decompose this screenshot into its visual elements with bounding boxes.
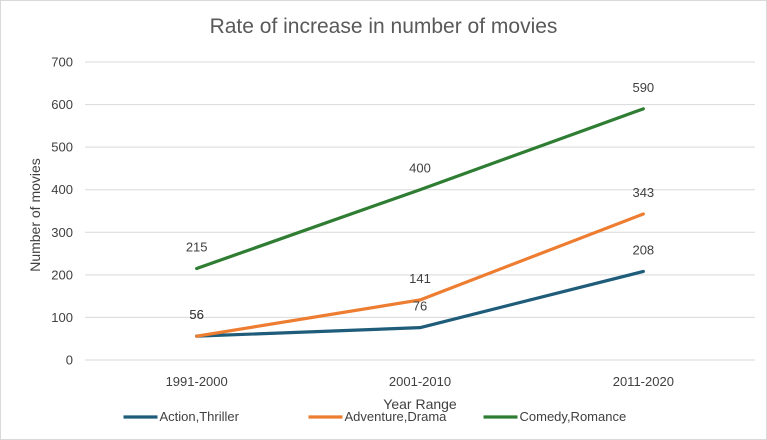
y-tick-label: 400 [51,182,73,197]
y-axis-title: Number of movies [27,158,43,272]
legend-label: Action,Thriller [160,409,240,424]
y-tick-label: 300 [51,225,73,240]
data-label: 343 [632,185,654,200]
data-label: 56 [189,307,203,322]
data-label: 590 [632,80,654,95]
series-line [195,107,645,271]
data-label: 215 [186,239,208,254]
data-label: 208 [632,242,654,257]
legend-item: Comedy,Romance [483,409,627,424]
data-label: 400 [409,161,431,176]
legend-label: Adventure,Drama [345,409,448,424]
y-axis-ticks: 0 100 200 300 400 500 600 700 [51,55,73,368]
legend-item: Adventure,Drama [308,409,448,424]
y-tick-label: 600 [51,97,73,112]
x-tick-label: 2011-2020 [613,374,674,389]
legend-item: Action,Thriller [123,409,240,424]
series-line [195,269,645,338]
y-tick-label: 100 [51,310,73,325]
series-line [195,212,645,338]
gridlines [85,61,755,361]
chart-title: Rate of increase in number of movies [209,15,558,38]
y-tick-label: 0 [66,353,73,368]
data-label: 76 [413,299,427,314]
data-label: 141 [409,271,431,286]
x-axis-ticks: 1991-2000 2001-2010 2011-2020 [166,374,674,389]
y-tick-label: 500 [51,140,73,155]
y-tick-label: 700 [51,55,73,70]
x-tick-label: 1991-2000 [166,374,228,389]
x-axis-title: Year Range [383,396,457,412]
x-tick-label: 2001-2010 [389,374,451,389]
series-lines [195,107,645,338]
y-tick-label: 200 [51,267,73,282]
data-label: 56 [189,307,203,322]
legend-label: Comedy,Romance [520,409,627,424]
legend: Action,Thriller Adventure,Drama Comedy,Rom… [123,409,627,424]
